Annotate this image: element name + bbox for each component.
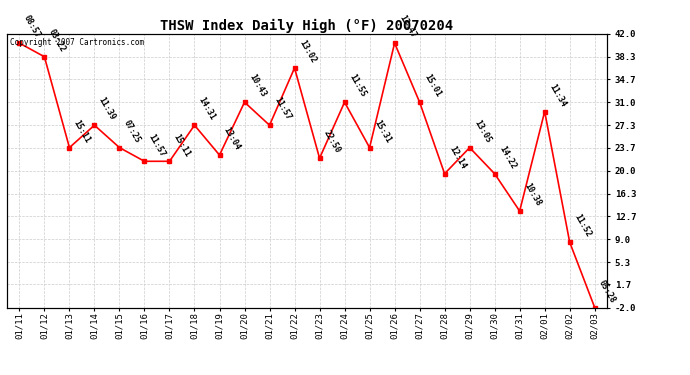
Title: THSW Index Daily High (°F) 20070204: THSW Index Daily High (°F) 20070204 (161, 18, 453, 33)
Text: 13:05: 13:05 (472, 118, 493, 144)
Text: Copyright 2007 Cartronics.com: Copyright 2007 Cartronics.com (10, 38, 144, 47)
Text: 03:22: 03:22 (47, 27, 67, 54)
Text: 15:11: 15:11 (72, 118, 92, 144)
Text: 08:57: 08:57 (22, 14, 42, 40)
Text: 13:02: 13:02 (297, 39, 317, 65)
Text: 10:43: 10:43 (247, 73, 267, 99)
Text: 12:14: 12:14 (447, 144, 467, 171)
Text: 11:57: 11:57 (147, 132, 167, 158)
Text: 13:04: 13:04 (222, 126, 242, 152)
Text: 11:57: 11:57 (272, 96, 293, 122)
Text: 13:47: 13:47 (397, 14, 417, 40)
Text: 22:50: 22:50 (322, 129, 342, 155)
Text: 07:25: 07:25 (122, 118, 142, 144)
Text: 14:31: 14:31 (197, 96, 217, 122)
Text: 14:22: 14:22 (497, 144, 518, 171)
Text: 11:52: 11:52 (572, 213, 593, 239)
Text: 11:34: 11:34 (547, 82, 567, 108)
Text: 11:55: 11:55 (347, 73, 367, 99)
Text: 15:31: 15:31 (372, 118, 393, 144)
Text: 15:01: 15:01 (422, 73, 442, 99)
Text: 11:39: 11:39 (97, 96, 117, 122)
Text: 05:28: 05:28 (598, 278, 618, 304)
Text: 15:11: 15:11 (172, 132, 193, 158)
Text: 10:38: 10:38 (522, 182, 542, 208)
